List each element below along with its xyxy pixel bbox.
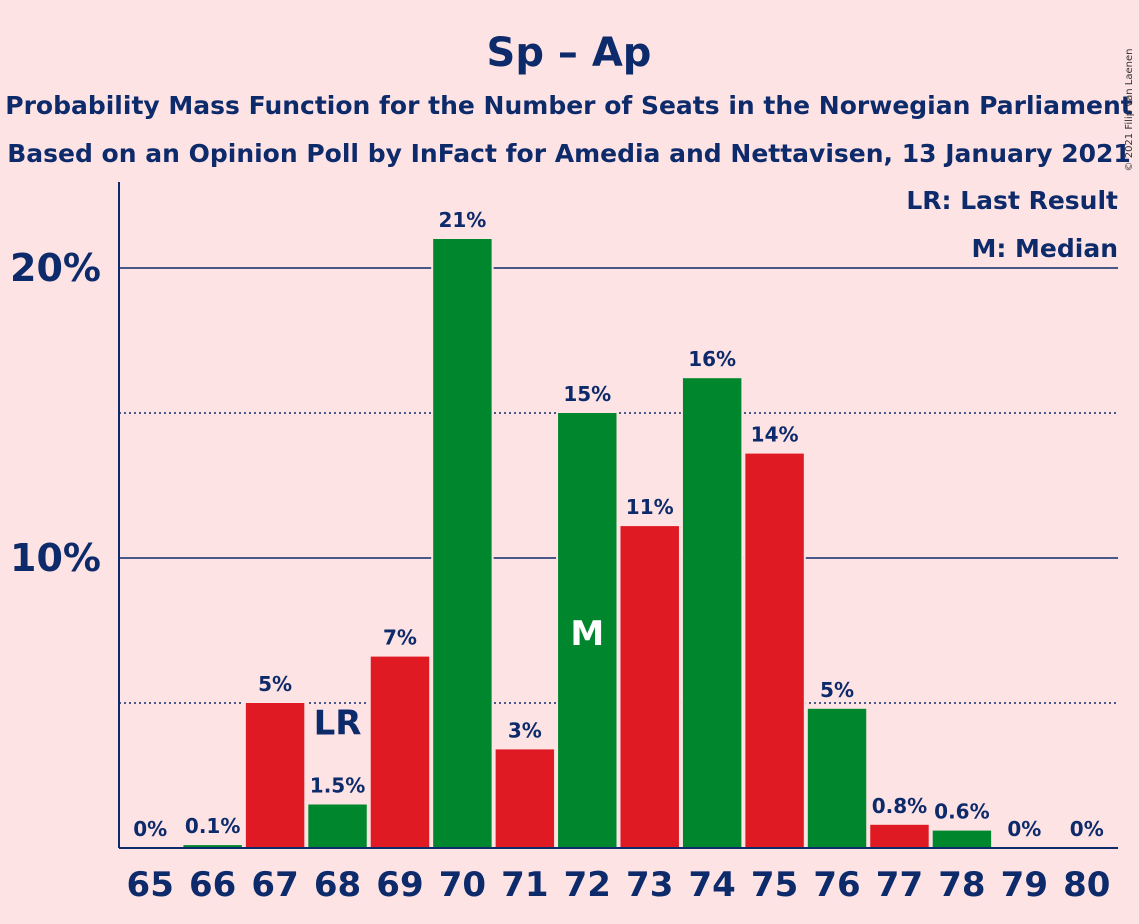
data-label: 3% [508, 718, 542, 742]
legend-background-2 [970, 230, 1125, 266]
x-tick-label: 69 [376, 865, 423, 905]
data-label: 7% [383, 626, 417, 650]
bar-seats-76 [807, 708, 867, 848]
x-tick-label: 65 [127, 865, 174, 905]
bar-seats-75 [745, 453, 804, 848]
x-tick-label: 73 [626, 865, 673, 905]
data-label: 16% [688, 347, 736, 371]
x-tick-label: 71 [501, 865, 548, 905]
data-label: 11% [626, 495, 674, 519]
chart-title: Sp – Ap [487, 30, 652, 76]
x-tick-label: 74 [688, 865, 735, 905]
data-label: 14% [751, 423, 799, 447]
x-tick-label: 67 [251, 865, 298, 905]
legend: LR: Last Result M: Median [906, 182, 1125, 266]
bar-seats-77 [870, 824, 929, 848]
x-tick-label: 70 [439, 865, 486, 905]
bar-seats-69 [370, 656, 430, 848]
data-label: 0.6% [934, 800, 989, 824]
data-label: 0.1% [185, 814, 240, 838]
bar-seats-78 [932, 830, 992, 848]
axes [118, 182, 1118, 849]
legend-background-1 [930, 182, 1125, 218]
x-tick-label: 75 [751, 865, 798, 905]
legend-median: M: Median [971, 234, 1118, 263]
median-marker: M [570, 614, 604, 654]
bar-seats-68 [308, 804, 367, 848]
data-label: 21% [438, 208, 486, 232]
data-label: 15% [563, 382, 611, 406]
data-label: 1.5% [310, 774, 365, 798]
chart-subtitle-line-2: Based on an Opinion Poll by InFact for A… [7, 139, 1131, 168]
bar-seats-73 [620, 526, 679, 848]
bar-seats-71 [495, 749, 555, 848]
copyright-notice: © 2021 Filip van Laenen [1124, 49, 1135, 172]
data-label: 0% [1007, 817, 1041, 841]
x-tick-label: 79 [1001, 865, 1048, 905]
data-label: 5% [258, 672, 292, 696]
y-tick-label: 20% [10, 246, 101, 290]
x-tick-label: 68 [314, 865, 361, 905]
bar-seats-70 [433, 239, 492, 848]
x-tick-label: 66 [189, 865, 236, 905]
bar-seats-67 [245, 703, 305, 848]
x-tick-label: 78 [938, 865, 985, 905]
chart-subtitle-line-1: Probability Mass Function for the Number… [5, 91, 1133, 120]
bars: 0% 65 0.1% 66 5% 67 1.5% 68 7% 69 21% 70 3% 71 15% 72 11… [127, 208, 1111, 905]
bar-seats-74 [682, 378, 742, 848]
y-tick-label: 10% [10, 536, 101, 580]
data-label: 0.8% [872, 794, 927, 818]
legend-last-result: LR: Last Result [906, 186, 1118, 215]
x-tick-label: 77 [876, 865, 923, 905]
x-tick-label: 72 [564, 865, 611, 905]
x-tick-label: 80 [1063, 865, 1110, 905]
data-label: 5% [820, 678, 854, 702]
data-label: 0% [1070, 817, 1104, 841]
bar-seats-66 [183, 845, 242, 848]
x-tick-label: 76 [813, 865, 860, 905]
last-result-marker: LR [314, 704, 362, 744]
data-label: 0% [133, 817, 167, 841]
bar-seats-72 [558, 413, 617, 848]
